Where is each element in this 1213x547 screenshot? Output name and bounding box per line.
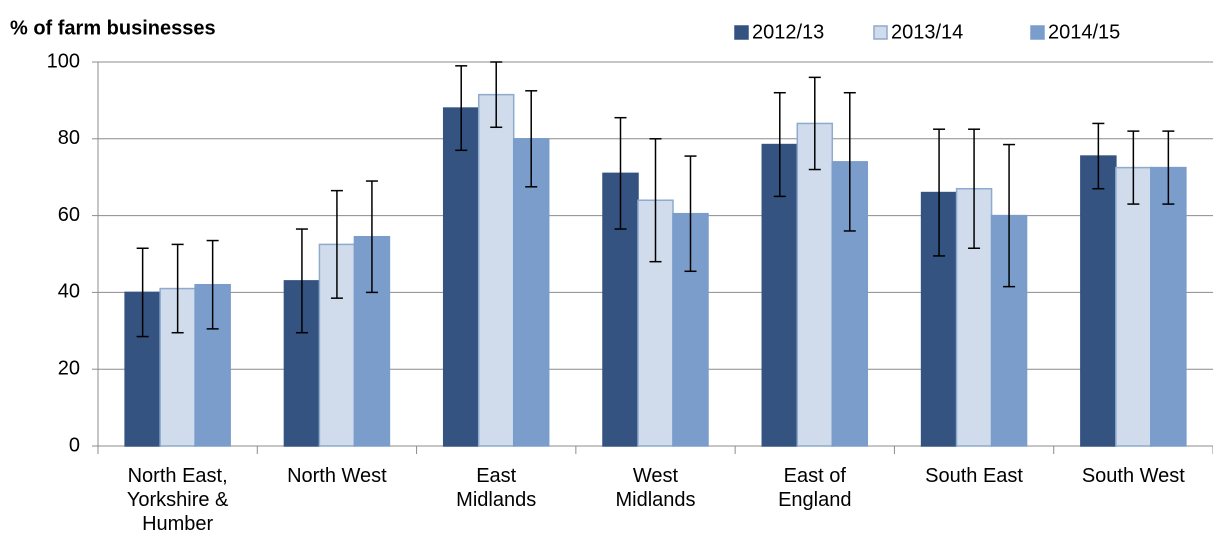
legend-label: 2013/14 (891, 21, 963, 43)
bar (1080, 155, 1117, 447)
x-tick-label: South West (1081, 465, 1185, 487)
x-tick-label: North East, Yorkshire & Humber (126, 465, 229, 535)
bar (796, 122, 834, 447)
x-tick-label: East of England (778, 465, 852, 511)
x-tick-label: North West (287, 465, 387, 487)
bar (477, 93, 515, 447)
legend-swatch (873, 25, 888, 40)
y-axis-title: % of farm businesses (10, 17, 216, 39)
legend-label: 2014/15 (1048, 21, 1120, 43)
bar (1115, 166, 1152, 447)
legend-swatch (734, 25, 749, 40)
y-tick-label: 80 (58, 127, 80, 149)
x-tick-label: West Midlands (615, 465, 696, 511)
y-tick-label: 100 (47, 50, 80, 72)
bar (442, 107, 480, 447)
legend-swatch (1030, 25, 1045, 40)
x-tick-label: East Midlands (456, 465, 537, 511)
y-tick-label: 40 (58, 281, 80, 303)
y-tick-label: 0 (69, 434, 80, 456)
x-tick-label: South East (925, 465, 1023, 487)
y-tick-label: 20 (58, 357, 80, 379)
bar (512, 138, 550, 447)
legend-label: 2012/13 (752, 21, 824, 43)
y-tick-label: 60 (58, 204, 80, 226)
bar (1150, 166, 1187, 447)
